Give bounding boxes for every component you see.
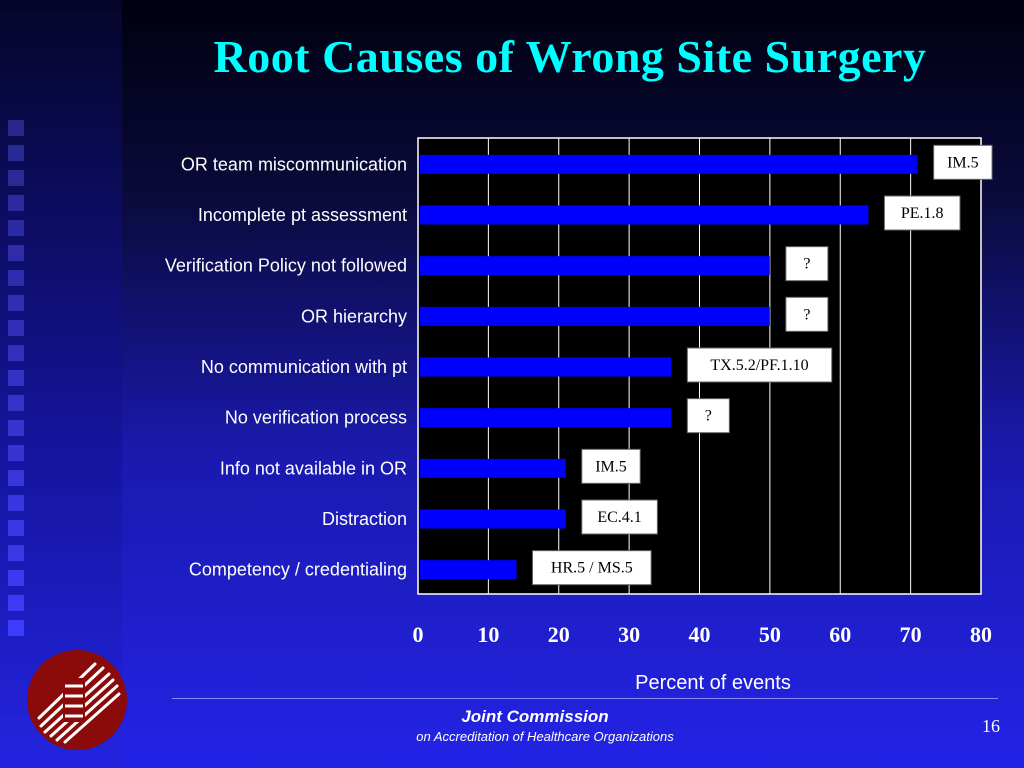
decorative-square xyxy=(8,545,24,561)
annotation-box xyxy=(581,499,658,535)
bar xyxy=(420,357,672,377)
x-tick-label: 10 xyxy=(477,622,499,647)
annotation-label: EC.4.1 xyxy=(597,509,641,526)
category-label: Incomplete pt assessment xyxy=(198,205,407,225)
decorative-square xyxy=(8,520,24,536)
x-tick-label: 80 xyxy=(970,622,992,647)
decorative-square xyxy=(8,570,24,586)
annotation-box xyxy=(785,246,829,282)
annotation-label: PE.1.8 xyxy=(901,205,944,222)
x-axis-label: Percent of events xyxy=(635,672,791,694)
decorative-square xyxy=(8,295,24,311)
annotation-box xyxy=(581,448,641,484)
decorative-square xyxy=(8,245,24,261)
decorative-square xyxy=(8,595,24,611)
footer-subtitle: on Accreditation of Healthcare Organizat… xyxy=(416,729,674,744)
bar xyxy=(420,154,918,174)
footer-divider xyxy=(172,698,998,699)
x-tick-label: 70 xyxy=(900,622,922,647)
decorative-square xyxy=(8,420,24,436)
category-label: No communication with pt xyxy=(201,357,407,377)
annotation-label: TX.5.2/PF.1.10 xyxy=(710,357,808,374)
decorative-square xyxy=(8,345,24,361)
bar xyxy=(420,408,672,428)
decorative-square xyxy=(8,145,24,161)
x-tick-label: 20 xyxy=(548,622,570,647)
bar xyxy=(420,306,770,326)
decorative-square xyxy=(8,120,24,136)
bar xyxy=(420,256,770,276)
decorative-square xyxy=(8,170,24,186)
x-tick-label: 0 xyxy=(413,622,424,647)
annotation-label: HR.5 / MS.5 xyxy=(551,560,633,577)
decorative-square xyxy=(8,195,24,211)
bar xyxy=(420,560,517,580)
category-label: OR team miscommunication xyxy=(181,154,407,174)
decorative-square xyxy=(8,445,24,461)
decorative-squares xyxy=(8,120,26,645)
category-label: No verification process xyxy=(225,408,407,428)
annotation-label: IM.5 xyxy=(947,154,979,171)
bar-chart: 0 10 20 30 40 50 60 70 80 OR team miscommunicatio… xyxy=(165,138,993,694)
annotation-label: ? xyxy=(803,306,810,323)
decorative-square xyxy=(8,470,24,486)
x-tick-label: 40 xyxy=(689,622,711,647)
category-label: Competency / credentialing xyxy=(189,560,407,580)
category-label: OR hierarchy xyxy=(301,306,407,326)
bar xyxy=(420,205,869,225)
annotation-box xyxy=(686,347,833,383)
slide-title: Root Causes of Wrong Site Surgery xyxy=(213,31,927,82)
x-tick-label: 60 xyxy=(829,622,851,647)
decorative-square xyxy=(8,370,24,386)
footer-organization: Joint Commission xyxy=(461,707,609,726)
decorative-square xyxy=(8,270,24,286)
decorative-square xyxy=(8,220,24,236)
annotation-label: ? xyxy=(803,256,810,273)
category-label: Info not available in OR xyxy=(220,458,407,478)
annotation-box xyxy=(933,144,993,180)
bar xyxy=(420,509,566,529)
left-decorative-strip xyxy=(0,0,122,768)
page-number: 16 xyxy=(982,716,1000,736)
annotation-box xyxy=(686,398,730,434)
category-label: Distraction xyxy=(322,509,407,529)
annotation-label: IM.5 xyxy=(595,458,627,475)
x-tick-label: 30 xyxy=(618,622,640,647)
bar xyxy=(420,458,566,478)
annotation-box xyxy=(785,296,829,332)
decorative-square xyxy=(8,320,24,336)
decorative-square xyxy=(8,495,24,511)
category-label: Verification Policy not followed xyxy=(165,256,407,276)
x-tick-label: 50 xyxy=(759,622,781,647)
decorative-square xyxy=(8,620,24,636)
joint-commission-logo-icon xyxy=(27,650,127,750)
annotation-box xyxy=(532,550,652,586)
annotation-label: ? xyxy=(705,408,712,425)
decorative-square xyxy=(8,395,24,411)
annotation-box xyxy=(883,195,961,231)
